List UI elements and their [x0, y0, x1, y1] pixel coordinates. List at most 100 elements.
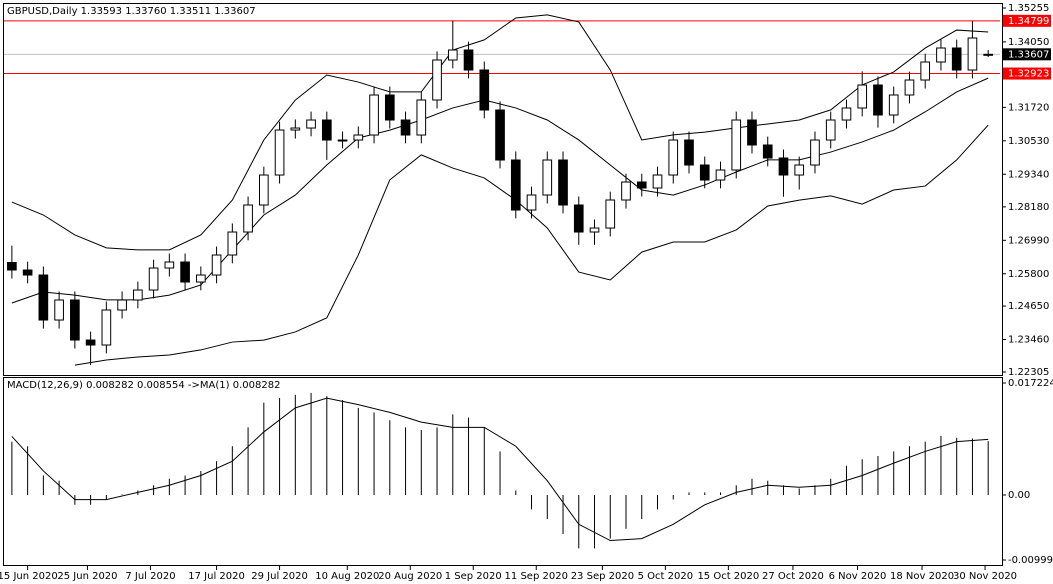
- candle-body: [22, 269, 33, 276]
- y-tick-label: 1.29340: [1008, 169, 1049, 180]
- candle-body: [85, 339, 96, 346]
- candle-body: [888, 94, 899, 116]
- candle-body: [133, 289, 143, 301]
- y-tick-label: 1.22305: [1008, 367, 1049, 378]
- level-badge: [1003, 14, 1051, 27]
- candle-body: [951, 47, 962, 71]
- candle-body: [794, 164, 805, 176]
- x-tick-label: 7 Jul 2020: [125, 571, 175, 582]
- y-tick-label: 1.25800: [1008, 269, 1049, 280]
- x-tick-label: 15 Jun 2020: [0, 571, 58, 582]
- candle-body: [117, 299, 127, 311]
- candle-body: [967, 37, 978, 71]
- candle-body: [447, 49, 458, 61]
- candle-body: [148, 267, 159, 291]
- candle-body: [321, 119, 332, 141]
- level-label: 1.34799: [1008, 16, 1049, 27]
- x-tick-label: 18 Nov 2020: [890, 571, 954, 582]
- price-badge: [1003, 48, 1051, 61]
- candle-body: [54, 299, 64, 321]
- y-tick-label: -0.009992: [1008, 555, 1053, 566]
- candle-body: [904, 79, 915, 96]
- x-tick-label: 5 Oct 2020: [638, 571, 693, 582]
- chart-title: GBPUSD,Daily 1.33593 1.33760 1.33511 1.3…: [7, 6, 256, 17]
- candle-body: [306, 119, 316, 129]
- candle-body: [7, 262, 17, 271]
- x-tick-label: 17 Jul 2020: [188, 571, 245, 582]
- x-tick-label: 1 Sep 2020: [445, 571, 502, 582]
- candle-body: [510, 159, 521, 211]
- candle-body: [810, 139, 820, 166]
- candle-body: [180, 261, 190, 283]
- signal-line: [11, 397, 989, 542]
- candle-body: [778, 157, 789, 176]
- candle-body: [243, 204, 253, 233]
- candle-body: [715, 169, 726, 181]
- candle-body: [258, 174, 269, 206]
- candle-body: [762, 144, 773, 159]
- candle-body: [495, 109, 505, 161]
- candle-body: [101, 309, 112, 346]
- level-badge: [1003, 67, 1051, 80]
- y-tick-label: 1.24650: [1008, 301, 1049, 312]
- candle-body: [290, 127, 301, 131]
- candle-body: [636, 181, 647, 189]
- x-tick-label: 10 Aug 2020: [315, 571, 379, 582]
- x-tick-label: 11 Sep 2020: [505, 571, 568, 582]
- x-tick-label: 20 Aug 2020: [378, 571, 442, 582]
- level-label: 1.32923: [1008, 69, 1049, 80]
- candle-body: [432, 59, 442, 101]
- candle-body: [526, 194, 537, 211]
- candle-body: [542, 159, 553, 196]
- candle-body: [936, 47, 946, 63]
- candle-body: [684, 139, 694, 166]
- plot-layer: 1.35255 1.34050 1.31720 1.30530 1.29340 1.281…: [0, 3, 1053, 582]
- candle-body: [983, 53, 994, 56]
- candle-body: [731, 119, 742, 171]
- y-tick-label: 0.00: [1008, 490, 1030, 501]
- candle-body: [70, 299, 80, 341]
- candle-body: [463, 49, 474, 71]
- candle-body: [400, 119, 411, 136]
- candle-body: [589, 227, 600, 233]
- candle-body: [873, 84, 883, 116]
- y-tick-label: 1.23460: [1008, 335, 1049, 346]
- y-tick-label: 1.35255: [1008, 3, 1049, 14]
- x-tick-label: 30 Nov 2020: [953, 571, 1017, 582]
- y-tick-label: 1.30530: [1008, 136, 1049, 147]
- y-tick-label: 1.26990: [1008, 235, 1049, 246]
- macd-panel: [3, 377, 1003, 566]
- candle-body: [353, 134, 364, 141]
- candle-body: [384, 94, 395, 121]
- y-tick-label: 1.31720: [1008, 102, 1049, 113]
- y-tick-label: 0.017224: [1008, 378, 1053, 389]
- x-tick-label: 25 Jun 2020: [57, 571, 117, 582]
- candle-body: [558, 159, 568, 206]
- candle-body: [747, 119, 757, 146]
- candle-body: [369, 94, 379, 136]
- candle-body: [274, 129, 285, 176]
- candle-body: [337, 139, 348, 142]
- candle-body: [416, 99, 427, 136]
- x-tick-label: 23 Sep 2020: [571, 571, 634, 582]
- indicator-title: MACD(12,26,9) 0.008282 0.008554 ->MA(1) …: [7, 380, 280, 391]
- candle-body: [211, 254, 222, 276]
- candle-body: [227, 231, 238, 256]
- candle-body: [668, 139, 679, 176]
- candle-body: [920, 61, 931, 81]
- candle-body: [699, 164, 710, 181]
- candle-body: [825, 119, 836, 141]
- candle-body: [196, 274, 206, 283]
- x-tick-label: 6 Nov 2020: [829, 571, 887, 582]
- candle-body: [479, 69, 490, 111]
- price-label: 1.33607: [1008, 49, 1049, 60]
- x-tick-label: 27 Oct 2020: [762, 571, 824, 582]
- candle-body: [621, 181, 631, 201]
- y-tick-label: 1.34050: [1008, 37, 1049, 48]
- x-tick-label: 29 Jul 2020: [251, 571, 308, 582]
- candle-body: [38, 274, 49, 321]
- candle-body: [164, 261, 175, 269]
